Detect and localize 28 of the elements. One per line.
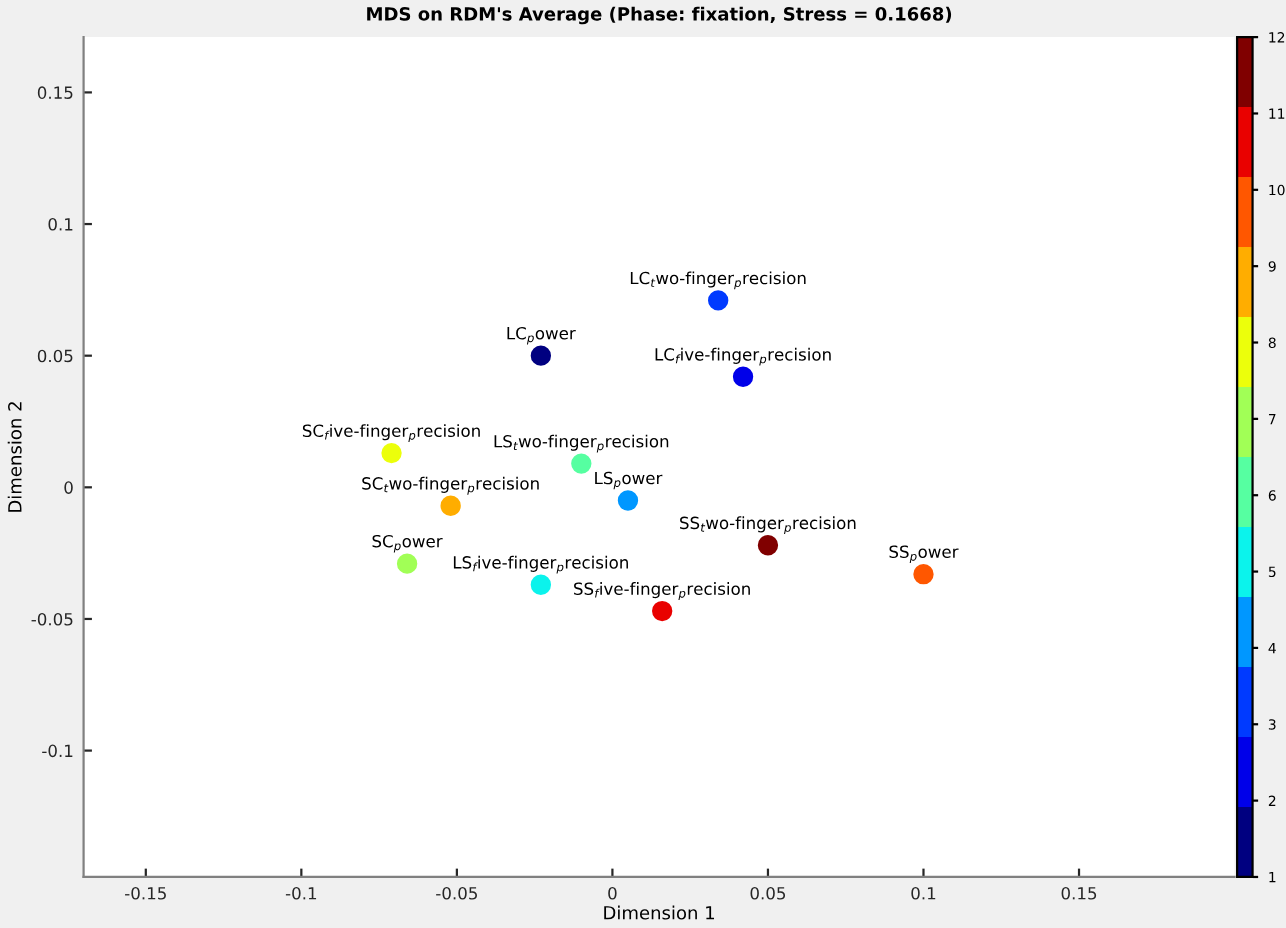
annotation: SS$_{t}$wo-finger$_{p}$recision bbox=[680, 516, 856, 535]
annotation: LS$_{t}$wo-finger$_{p}$recision bbox=[494, 434, 669, 453]
y-tick-label: 0 bbox=[64, 481, 73, 494]
x-tick-label: 0.1 bbox=[911, 886, 936, 900]
annotation: SS$_{p}$ower bbox=[889, 545, 959, 563]
y-tick-label: -0.05 bbox=[31, 612, 73, 626]
x-tick-label: -0.1 bbox=[285, 886, 317, 900]
annotation: LS$_{p}$ower bbox=[595, 471, 663, 490]
annotation: SS$_{f}$ive-finger$_{p}$recision bbox=[574, 582, 750, 600]
x-tick-label: -0.15 bbox=[125, 886, 166, 900]
y-tick-label: 0.15 bbox=[37, 86, 73, 99]
x-tick-label: -0.05 bbox=[436, 886, 477, 900]
y-axis-title: Dimension 2 bbox=[7, 402, 22, 512]
annotation: SC$_{p}$ower bbox=[372, 534, 443, 553]
x-tick-label: 0.15 bbox=[1061, 886, 1097, 900]
chart-title: MDS on RDM's Average (Phase: fixation, Stress = 0.1668) bbox=[367, 6, 952, 25]
y-tick-label: 0.05 bbox=[37, 349, 73, 363]
annotation: LC$_{t}$wo-finger$_{p}$recision bbox=[630, 271, 806, 290]
annotation: SC$_{f}$ive-finger$_{p}$recision bbox=[302, 424, 480, 442]
annotation: LS$_{f}$ive-finger$_{p}$recision bbox=[453, 555, 628, 574]
y-tick-label: 0.1 bbox=[48, 218, 73, 231]
x-axis-title: Dimension 1 bbox=[604, 905, 715, 920]
annotation: LC$_{p}$ower bbox=[507, 326, 576, 345]
y-tick-label: -0.1 bbox=[42, 744, 73, 758]
x-tick-label: 0 bbox=[608, 886, 617, 900]
annotation: SC$_{t}$wo-finger$_{p}$recision bbox=[362, 476, 539, 495]
annotation: LC$_{f}$ive-finger$_{p}$recision bbox=[655, 347, 831, 366]
x-tick-label: 0.05 bbox=[750, 886, 786, 900]
